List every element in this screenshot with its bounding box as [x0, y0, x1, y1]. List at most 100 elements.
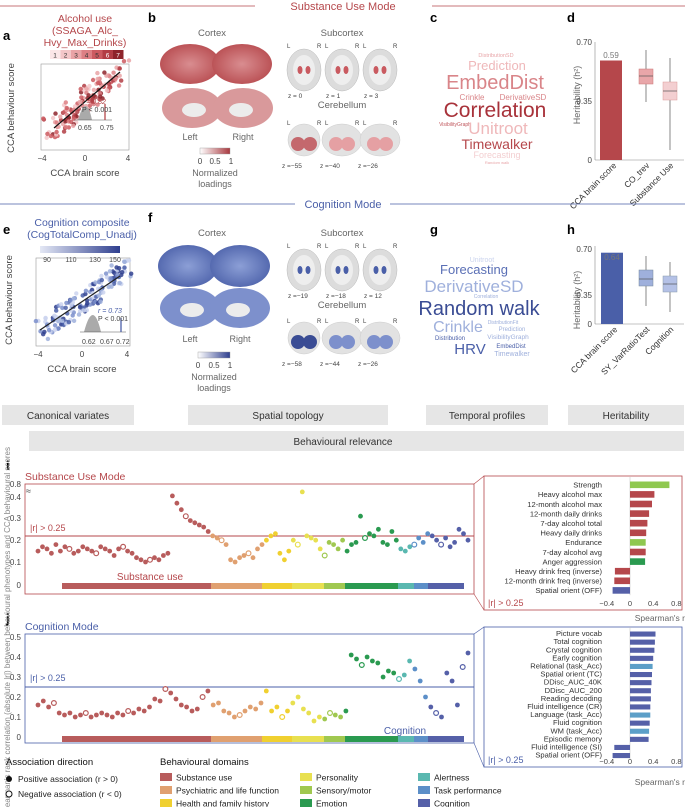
- panel-letter-f: f: [148, 210, 153, 225]
- phenotype-point: [444, 670, 450, 676]
- scatter-point: [60, 305, 65, 311]
- section-temporal: Temporal profiles: [449, 411, 525, 422]
- phenotype-point: [376, 526, 381, 532]
- panel-b-cbar-label-1: Normalized: [192, 168, 238, 178]
- legend-positive-marker: [6, 776, 12, 782]
- inset-bar: [614, 577, 630, 585]
- panel-a-xlabel: CCA brain score: [50, 168, 119, 179]
- activation-left: [297, 66, 303, 74]
- scatter-point: [87, 83, 92, 89]
- phenotype-point: [447, 544, 453, 550]
- phenotype-point: [129, 550, 135, 556]
- phenotype-point: [147, 704, 152, 710]
- scatter-point: [90, 291, 96, 296]
- cerebellum-slice: [359, 321, 401, 355]
- phenotype-point: [317, 714, 322, 720]
- slice-R-label: R: [317, 44, 322, 50]
- phenotype-point: [290, 537, 296, 543]
- inset-bar: [612, 753, 630, 759]
- panel-f: f Cortex Left Right 0 0.5 1 Normalized l…: [148, 210, 401, 393]
- inset-row-label: Fluid cognition: [553, 718, 602, 727]
- panel-j-ytick-2: 0.2: [10, 693, 22, 702]
- phenotype-point: [56, 710, 62, 716]
- inset-row-label: Spatial orient (OFF): [535, 751, 602, 760]
- inset-row-label: Reading decoding: [541, 694, 602, 703]
- inset-row-label: Early cognition: [552, 653, 602, 662]
- phenotype-point: [71, 550, 77, 556]
- panel-a-null-histogram: [78, 106, 92, 120]
- phenotype-point: [182, 513, 189, 520]
- phenotype-point: [449, 678, 455, 684]
- panel-i-ytick-4: 0.4: [10, 493, 22, 502]
- phenotype-point: [218, 537, 225, 544]
- panel-e-title-2: (CogTotalComp_Unadj): [27, 229, 137, 241]
- slice-R-label: R: [317, 319, 322, 325]
- section-labels: Canonical variates Spatial topology Temp…: [2, 405, 684, 451]
- legend-domain-label: Substance use: [176, 773, 233, 783]
- panel-j-threshold-label: |r| > 0.25: [30, 673, 65, 683]
- legend-domain-label: Personality: [316, 773, 359, 783]
- phenotype-point: [242, 708, 248, 714]
- brain-slice-inner: [293, 55, 315, 85]
- slice-R-label: R: [317, 121, 322, 127]
- phenotype-point: [131, 710, 137, 716]
- scatter-point: [121, 59, 127, 64]
- inset-bar: [630, 655, 654, 661]
- phenotype-point: [380, 540, 386, 545]
- domain-segment: [262, 736, 292, 742]
- domain-segment: [345, 736, 398, 742]
- phenotype-point: [402, 548, 408, 554]
- panel-e-plot-frame: [35, 257, 131, 347]
- phenotype-point: [364, 654, 370, 660]
- activation-left: [335, 66, 341, 74]
- phenotype-point: [306, 710, 312, 716]
- slice-L-label: L: [287, 44, 291, 50]
- slice-L-label: L: [363, 244, 367, 250]
- legend-domain-swatch: [160, 773, 172, 781]
- legend-a-chip: [102, 50, 113, 59]
- panel-f-left-label: Left: [182, 334, 198, 344]
- inset-bar: [630, 558, 646, 565]
- cerebellum-slice: [359, 123, 401, 157]
- scatter-point: [95, 76, 100, 82]
- inset-xtick: 0: [628, 757, 632, 766]
- inset-bar: [614, 744, 630, 750]
- scatter-point: [61, 129, 67, 134]
- legend-domain-swatch: [418, 786, 430, 794]
- panel-d-cat-2: Substance Use: [628, 160, 676, 208]
- legend-a-chip-label: 4: [85, 53, 89, 60]
- phenotype-point: [168, 690, 174, 696]
- scatter-point: [59, 302, 64, 307]
- scatter-point: [90, 97, 95, 102]
- slice-L-label: L: [325, 44, 329, 50]
- phenotype-point: [241, 553, 247, 558]
- inset-row-label: Picture vocab: [556, 629, 602, 638]
- phenotype-point: [353, 540, 359, 545]
- inset-row-label: Spatial orient (OFF): [535, 586, 602, 595]
- phenotype-point: [84, 546, 90, 552]
- phenotype-point: [367, 531, 372, 537]
- scatter-point: [64, 105, 69, 111]
- panel-i-ytick-2: 0.2: [10, 536, 22, 545]
- inset-bar: [630, 491, 655, 498]
- panel-d-ytick-2: 0.70: [576, 38, 592, 47]
- inset-xtick: 0.8: [671, 757, 681, 766]
- scatter-point: [90, 77, 96, 83]
- inset-bar: [630, 696, 651, 702]
- panel-j-ytick-5: 0.5: [10, 633, 22, 642]
- phenotype-point: [412, 666, 418, 672]
- scatter-point: [58, 114, 63, 119]
- panel-e-title-1: Cognition composite: [34, 217, 129, 229]
- inset-bar: [630, 736, 649, 742]
- cerebellum-left-lobe: [367, 137, 381, 151]
- phenotype-point: [210, 702, 216, 708]
- phenotype-point: [147, 556, 154, 563]
- scatter-point: [93, 280, 98, 285]
- phenotype-point: [223, 542, 229, 547]
- panel-d-ytick-0: 0: [588, 156, 593, 165]
- phenotype-point: [264, 537, 269, 543]
- phenotype-point: [173, 696, 179, 702]
- scatter-point: [109, 263, 114, 268]
- scatter-point: [122, 265, 127, 270]
